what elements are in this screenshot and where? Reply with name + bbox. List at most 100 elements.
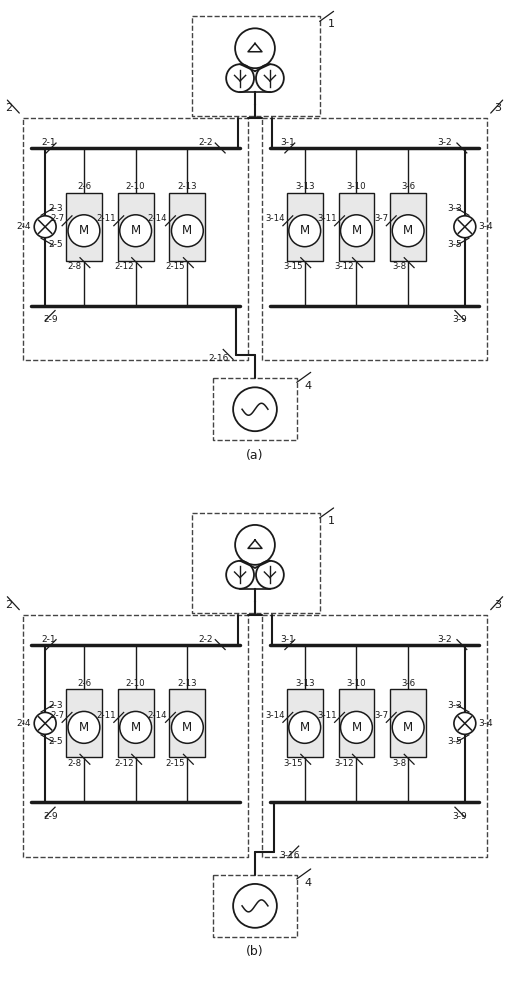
Circle shape <box>453 216 475 238</box>
Text: 3-11: 3-11 <box>316 214 336 223</box>
Circle shape <box>34 216 56 238</box>
Text: 2-16: 2-16 <box>208 354 228 363</box>
Circle shape <box>233 387 276 431</box>
Bar <box>389 689 425 757</box>
Text: 2-3: 2-3 <box>48 204 63 213</box>
Bar <box>338 193 374 261</box>
Text: M: M <box>182 224 192 237</box>
Text: M: M <box>402 224 412 237</box>
Bar <box>66 193 102 261</box>
Text: 3-12: 3-12 <box>334 759 354 768</box>
Text: 2-11: 2-11 <box>96 711 116 720</box>
Text: M: M <box>351 721 361 734</box>
Text: 2-14: 2-14 <box>148 214 167 223</box>
Text: 2-2: 2-2 <box>198 635 212 644</box>
Text: M: M <box>79 224 89 237</box>
Circle shape <box>288 215 320 247</box>
Text: 2-7: 2-7 <box>50 214 64 223</box>
Text: 3-16: 3-16 <box>278 851 299 860</box>
Circle shape <box>391 711 423 743</box>
Text: 3-2: 3-2 <box>436 138 451 147</box>
Text: M: M <box>299 224 309 237</box>
Text: 3-6: 3-6 <box>400 679 414 688</box>
Text: 2-9: 2-9 <box>43 812 58 821</box>
Text: 3-13: 3-13 <box>294 679 314 688</box>
Circle shape <box>453 712 475 734</box>
Bar <box>169 689 205 757</box>
Text: 3: 3 <box>494 103 501 113</box>
Text: 2-6: 2-6 <box>77 182 91 191</box>
Text: 1: 1 <box>327 19 334 29</box>
Text: 3-7: 3-7 <box>374 711 387 720</box>
Text: M: M <box>79 721 89 734</box>
Text: M: M <box>130 224 140 237</box>
Text: 4: 4 <box>304 381 311 391</box>
Bar <box>286 193 322 261</box>
Bar <box>169 193 205 261</box>
Text: 3-3: 3-3 <box>446 204 461 213</box>
Text: 3-8: 3-8 <box>391 759 405 768</box>
Bar <box>389 193 425 261</box>
Text: 2-7: 2-7 <box>50 711 64 720</box>
Circle shape <box>288 711 320 743</box>
Circle shape <box>340 711 372 743</box>
Circle shape <box>171 711 203 743</box>
Circle shape <box>171 215 203 247</box>
Text: 1: 1 <box>327 516 334 526</box>
Bar <box>118 193 153 261</box>
Text: 3-11: 3-11 <box>316 711 336 720</box>
Text: 2-14: 2-14 <box>148 711 167 720</box>
Text: 3-13: 3-13 <box>294 182 314 191</box>
Text: 2-8: 2-8 <box>68 759 82 768</box>
Text: M: M <box>299 721 309 734</box>
Text: 2: 2 <box>6 600 12 610</box>
Text: 2-13: 2-13 <box>177 182 197 191</box>
Bar <box>66 689 102 757</box>
Text: 2-9: 2-9 <box>43 315 58 324</box>
Text: 2-10: 2-10 <box>126 679 145 688</box>
Text: 2-10: 2-10 <box>126 182 145 191</box>
Text: M: M <box>182 721 192 734</box>
Text: 3-4: 3-4 <box>478 222 492 231</box>
Text: 3-14: 3-14 <box>265 214 285 223</box>
Text: 3-5: 3-5 <box>446 737 461 746</box>
Text: 3-3: 3-3 <box>446 701 461 710</box>
Circle shape <box>391 215 423 247</box>
Text: 3-9: 3-9 <box>451 812 466 821</box>
Bar <box>286 689 322 757</box>
Text: 3-7: 3-7 <box>374 214 387 223</box>
Text: 2-12: 2-12 <box>114 759 133 768</box>
Circle shape <box>34 712 56 734</box>
Text: 2: 2 <box>6 103 12 113</box>
Text: 2-4: 2-4 <box>17 222 31 231</box>
Text: 3-10: 3-10 <box>346 679 365 688</box>
Text: 3-6: 3-6 <box>400 182 414 191</box>
Text: 3-14: 3-14 <box>265 711 285 720</box>
Bar <box>338 689 374 757</box>
Text: 2-5: 2-5 <box>48 240 63 249</box>
Text: M: M <box>351 224 361 237</box>
Circle shape <box>120 215 151 247</box>
Text: 3-12: 3-12 <box>334 262 354 271</box>
Text: 3-8: 3-8 <box>391 262 405 271</box>
Text: 3-1: 3-1 <box>279 138 294 147</box>
Text: 3-4: 3-4 <box>478 719 492 728</box>
Text: 3-10: 3-10 <box>346 182 365 191</box>
Circle shape <box>340 215 372 247</box>
Bar <box>118 689 153 757</box>
Circle shape <box>68 215 100 247</box>
Text: 2-6: 2-6 <box>77 679 91 688</box>
Text: 2-12: 2-12 <box>114 262 133 271</box>
Text: 2-15: 2-15 <box>165 262 185 271</box>
Text: 2-3: 2-3 <box>48 701 63 710</box>
Text: M: M <box>402 721 412 734</box>
Circle shape <box>68 711 100 743</box>
Text: 2-13: 2-13 <box>177 679 197 688</box>
Text: 2-1: 2-1 <box>41 635 55 644</box>
Text: 2-15: 2-15 <box>165 759 185 768</box>
Text: 2-1: 2-1 <box>41 138 55 147</box>
Text: 3-15: 3-15 <box>282 759 302 768</box>
Text: 3-2: 3-2 <box>436 635 451 644</box>
Text: 3-1: 3-1 <box>279 635 294 644</box>
Circle shape <box>120 711 151 743</box>
